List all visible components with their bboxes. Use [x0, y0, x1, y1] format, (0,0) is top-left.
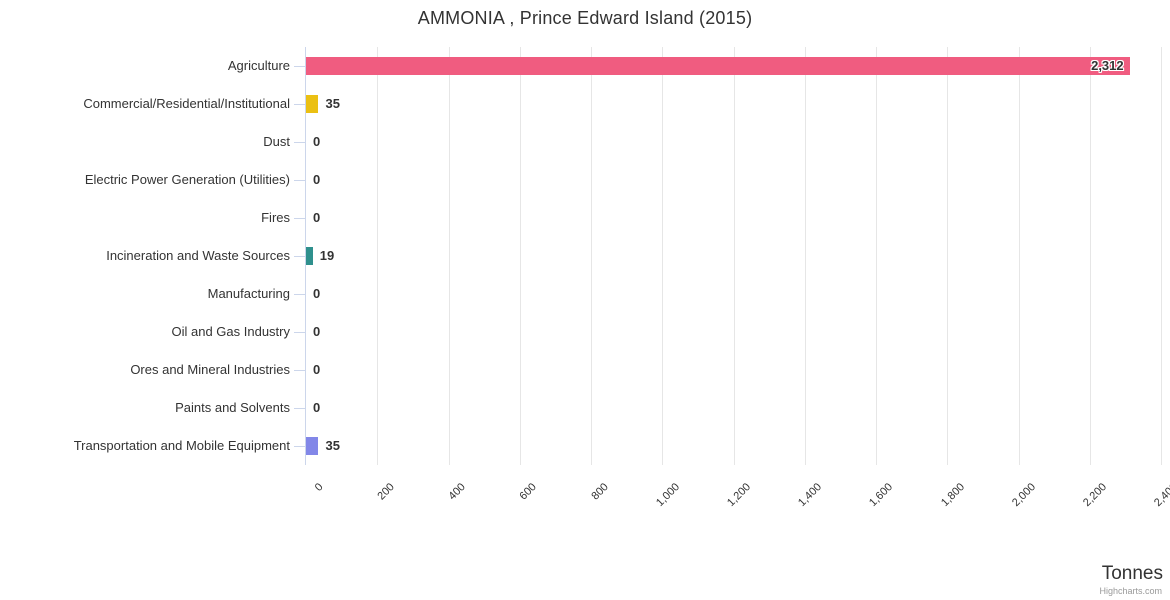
- x-axis-tick-label: 1,000: [653, 481, 682, 509]
- category-row: Ores and Mineral Industries 0: [0, 351, 1170, 389]
- x-axis-tick-label: 2,200: [1081, 481, 1110, 509]
- category-row: Dust 0: [0, 123, 1170, 161]
- category-label: Manufacturing: [207, 286, 290, 301]
- x-axis-tick-label: 600: [517, 481, 540, 503]
- x-axis-tick-label: 400: [446, 481, 468, 503]
- gridline: [1161, 47, 1162, 465]
- category-row: Oil and Gas Industry 0: [0, 313, 1170, 351]
- category-row: Transportation and Mobile Equipment 35: [0, 427, 1170, 465]
- bar-value-label: 0: [313, 324, 321, 339]
- category-label: Dust: [263, 134, 290, 149]
- category-tick-mark: [294, 446, 305, 447]
- category-tick-mark: [294, 180, 305, 181]
- gridline: [734, 47, 735, 465]
- gridline: [662, 47, 663, 465]
- bar-value-label: 0: [313, 286, 321, 301]
- category-row: Electric Power Generation (Utilities) 0: [0, 161, 1170, 199]
- gridline: [805, 47, 806, 465]
- category-label: Incineration and Waste Sources: [106, 248, 290, 263]
- x-axis-tick-label: 1,400: [796, 481, 825, 509]
- gridline: [591, 47, 592, 465]
- category-tick-mark: [294, 294, 305, 295]
- category-row: Commercial/Residential/Institutional 35: [0, 85, 1170, 123]
- x-axis-tick-label: 1,600: [867, 481, 896, 509]
- bar-value-label: 0: [313, 134, 321, 149]
- category-tick-mark: [294, 408, 305, 409]
- bar-value-label: 0: [313, 172, 321, 187]
- bar-value-label: 0: [313, 362, 321, 377]
- x-axis-tick-label: 800: [589, 481, 611, 503]
- category-label: Fires: [261, 210, 290, 225]
- x-axis-tick-label: 2,400: [1152, 481, 1170, 509]
- category-row: Paints and Solvents 0: [0, 389, 1170, 427]
- x-axis-tick-label: 1,800: [938, 481, 967, 509]
- category-label: Commercial/Residential/Institutional: [83, 96, 290, 111]
- category-tick-mark: [294, 370, 305, 371]
- bar-value-label: 35: [325, 438, 340, 453]
- x-axis-tick-label: 2,000: [1010, 481, 1038, 509]
- bar[interactable]: [306, 95, 319, 113]
- bar-value-label: 19: [319, 248, 335, 263]
- highcharts-credit-link[interactable]: Highcharts.com: [1099, 586, 1162, 596]
- category-row: Manufacturing 0: [0, 275, 1170, 313]
- x-axis-tick-label: 0: [312, 481, 326, 494]
- plot-area: [305, 47, 1162, 465]
- bar[interactable]: [306, 57, 1130, 75]
- bar-value-label: 0: [313, 210, 321, 225]
- category-row: Fires 0: [0, 199, 1170, 237]
- category-tick-mark: [294, 142, 305, 143]
- category-label: Ores and Mineral Industries: [130, 362, 290, 377]
- category-row: Incineration and Waste Sources 19: [0, 237, 1170, 275]
- chart-title: AMMONIA , Prince Edward Island (2015): [417, 8, 753, 28]
- gridline: [1019, 47, 1020, 465]
- category-tick-mark: [294, 332, 305, 333]
- category-label: Transportation and Mobile Equipment: [73, 438, 290, 453]
- category-label: Paints and Solvents: [175, 400, 290, 415]
- bar[interactable]: [306, 437, 319, 455]
- x-axis-tick-label: 200: [375, 481, 397, 503]
- category-tick-mark: [294, 256, 305, 257]
- gridline: [1090, 47, 1091, 465]
- gridline: [876, 47, 877, 465]
- category-tick-mark: [294, 218, 305, 219]
- category-tick-mark: [294, 104, 305, 105]
- gridline: [449, 47, 450, 465]
- category-label: Oil and Gas Industry: [171, 324, 291, 339]
- category-row: Agriculture 2,312: [0, 47, 1170, 85]
- bar-value-label: 2,312: [1091, 58, 1124, 73]
- x-axis-tick-label: 1,200: [725, 481, 753, 509]
- gridline: [377, 47, 378, 465]
- x-axis-title: Tonnes: [1101, 563, 1163, 584]
- gridline: [947, 47, 948, 465]
- category-label: Agriculture: [227, 58, 290, 73]
- bar-value-label: 35: [325, 96, 340, 111]
- bar[interactable]: [306, 247, 313, 265]
- category-tick-mark: [294, 66, 305, 67]
- category-label: Electric Power Generation (Utilities): [84, 172, 290, 187]
- bar-value-label: 0: [313, 400, 321, 415]
- gridline: [520, 47, 521, 465]
